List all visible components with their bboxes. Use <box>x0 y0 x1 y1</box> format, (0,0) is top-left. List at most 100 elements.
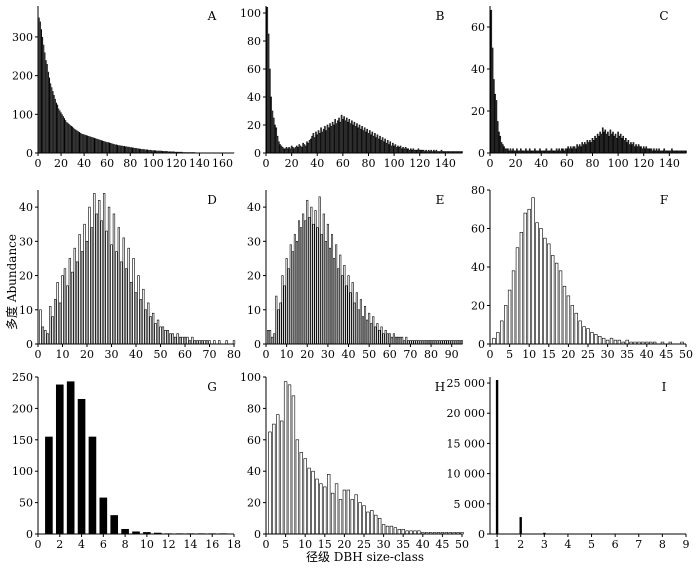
bar-b-18 <box>288 147 290 154</box>
bar-a-11 <box>50 83 52 153</box>
bar-d-20 <box>85 241 89 345</box>
bar-e-39 <box>345 285 348 345</box>
bar-c-73 <box>582 144 585 154</box>
bar-c-56 <box>560 148 563 154</box>
bar-g-11 <box>153 532 162 534</box>
bar-c-66 <box>573 146 576 154</box>
bar-b-102 <box>395 147 398 154</box>
bar-e-75 <box>419 340 422 345</box>
x-tick-label: 120 <box>166 157 187 170</box>
bar-d-33 <box>117 227 120 345</box>
y-tick-label: 40 <box>471 261 485 274</box>
bar-e-17 <box>300 227 303 345</box>
bar-f-10 <box>527 208 531 345</box>
bar-e-49 <box>366 319 369 345</box>
x-tick-label: 30 <box>105 348 119 361</box>
x-tick-label: 30 <box>601 348 615 361</box>
bar-d-42 <box>139 299 143 345</box>
bar-b-9 <box>276 135 279 154</box>
bar-a-90 <box>141 149 143 153</box>
bar-b-90 <box>380 140 383 154</box>
bar-c-77 <box>587 142 590 154</box>
bar-b-34 <box>308 140 311 154</box>
bar-e-41 <box>349 292 352 345</box>
bar-c-114 <box>635 144 637 154</box>
bar-h-16 <box>327 474 331 535</box>
bar-e-79 <box>427 340 431 345</box>
bar-h-6 <box>287 384 292 535</box>
bar-b-19 <box>289 148 292 154</box>
y-tick-label: 15 000 <box>447 437 486 450</box>
bar-a-9 <box>47 71 49 153</box>
bar-b-31 <box>304 145 307 154</box>
x-tick-label: 100 <box>143 157 164 170</box>
bar-a-121 <box>177 151 179 153</box>
bar-a-40 <box>83 134 85 153</box>
bar-b-93 <box>384 138 386 154</box>
bar-d-59 <box>181 336 184 345</box>
bar-f-26 <box>590 332 594 345</box>
bar-a-7 <box>45 60 47 153</box>
bar-e-23 <box>312 223 315 345</box>
bar-a-35 <box>77 131 79 153</box>
bar-d-3 <box>44 330 47 345</box>
bar-a-1 <box>38 17 40 153</box>
bar-e-2 <box>269 330 272 345</box>
bar-b-42 <box>318 133 321 154</box>
bar-d-9 <box>58 302 62 345</box>
bar-b-49 <box>327 127 330 154</box>
y-tick-label: 40 <box>247 465 261 478</box>
bar-d-14 <box>71 271 74 345</box>
bar-e-5 <box>275 295 278 345</box>
bar-b-98 <box>390 145 393 154</box>
bar-e-6 <box>277 309 280 345</box>
bar-a-14 <box>53 94 55 153</box>
x-tick-label: 120 <box>633 157 654 170</box>
bar-c-116 <box>637 144 640 154</box>
bar-d-49 <box>156 319 160 345</box>
bar-h-10 <box>303 458 307 535</box>
bar-c-91 <box>605 133 608 154</box>
bar-b-80 <box>367 133 370 154</box>
bar-c-122 <box>645 146 648 154</box>
x-tick-label: 40 <box>534 157 548 170</box>
y-tick-label: 0 <box>478 338 485 351</box>
x-tick-label: 0 <box>487 348 494 361</box>
bar-b-82 <box>370 134 372 154</box>
bar-d-24 <box>95 213 98 345</box>
bar-d-72 <box>213 340 216 345</box>
bar-f-17 <box>554 262 559 345</box>
bar-b-55 <box>335 123 338 154</box>
x-tick-label: 2 <box>517 538 524 551</box>
bar-d-43 <box>142 288 145 345</box>
bar-d-27 <box>102 193 106 345</box>
bar-e-83 <box>436 340 439 345</box>
bar-a-51 <box>96 138 98 153</box>
bar-c-88 <box>601 127 604 154</box>
bar-c-132 <box>658 148 660 154</box>
bar-a-80 <box>129 147 131 153</box>
bar-e-84 <box>438 340 441 345</box>
bar-a-87 <box>137 148 139 153</box>
bar-b-13 <box>281 147 284 154</box>
y-tick-label: 20 <box>19 270 33 283</box>
x-tick-label: 140 <box>189 157 210 170</box>
bar-a-52 <box>97 139 99 153</box>
bar-f-30 <box>605 339 610 345</box>
bar-a-117 <box>172 151 174 153</box>
bar-b-77 <box>363 127 366 154</box>
bar-a-2 <box>39 21 41 153</box>
bar-a-18 <box>58 108 60 153</box>
x-tick-label: 60 <box>336 157 350 170</box>
bar-e-20 <box>306 199 309 345</box>
bar-b-96 <box>388 144 390 154</box>
bar-a-83 <box>133 147 135 153</box>
bar-a-106 <box>159 150 161 153</box>
bar-a-82 <box>132 147 134 153</box>
bar-b-54 <box>334 119 336 154</box>
bar-c-4 <box>494 93 496 154</box>
bar-c-60 <box>566 148 568 154</box>
bar-c-109 <box>628 144 631 154</box>
y-tick-label: 20 <box>247 497 261 510</box>
